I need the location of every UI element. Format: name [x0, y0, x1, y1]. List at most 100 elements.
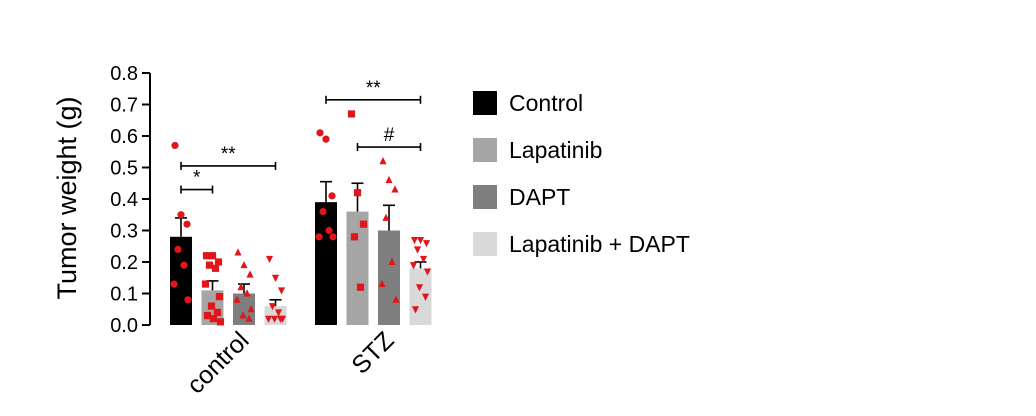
y-tick-label: 0.7 [110, 95, 138, 117]
data-point-circle [177, 211, 185, 219]
data-point-triangle [382, 213, 390, 221]
data-point-square [347, 110, 356, 118]
y-tick-label: 0.2 [110, 252, 138, 274]
data-points [170, 110, 432, 326]
data-point-triangle [379, 157, 387, 165]
y-axis: 0.0 0.1 0.2 0.3 0.4 0.5 0.6 0.7 0.8 [110, 63, 151, 337]
data-point-square [350, 233, 359, 241]
data-point-circle [174, 245, 182, 253]
data-point-square [216, 318, 225, 326]
data-point-square [214, 258, 223, 266]
data-point-triangle [392, 295, 400, 303]
bar-1-2 [378, 230, 400, 325]
data-point-circle [319, 208, 327, 216]
x-category-label: STZ [346, 326, 399, 379]
data-point-circle [184, 296, 192, 304]
data-point-triangle-down [268, 303, 277, 311]
data-point-square [201, 280, 210, 288]
data-point-square [207, 302, 216, 310]
data-point-circle [315, 233, 323, 241]
y-tick-label: 0.1 [110, 284, 138, 306]
data-point-triangle [391, 185, 399, 193]
data-point-square [353, 189, 362, 197]
data-point-triangle-down [410, 236, 419, 245]
data-point-triangle [239, 311, 247, 319]
data-point-square [203, 311, 212, 320]
sig-label: ** [366, 78, 381, 99]
y-tick-label: 0.6 [110, 126, 138, 148]
legend-swatch [473, 185, 497, 209]
data-point-square [209, 315, 218, 323]
data-point-triangle [246, 270, 254, 278]
data-point-triangle-down [421, 293, 430, 301]
data-point-square [205, 261, 214, 269]
bar-1-1 [346, 211, 369, 325]
data-point-triangle [378, 279, 386, 288]
data-point-triangle-down [423, 268, 432, 276]
data-point-triangle-down [264, 315, 273, 323]
data-point-triangle-down [413, 246, 422, 254]
data-point-square [356, 283, 365, 291]
sig-label: * [193, 168, 201, 189]
data-point-triangle-down [271, 274, 280, 282]
bar-1-0 [315, 202, 337, 325]
legend-label: Lapatinib [509, 137, 602, 163]
data-point-triangle [245, 314, 253, 322]
data-point-square [359, 220, 368, 228]
data-point-square [211, 264, 220, 272]
data-point-circle [328, 192, 336, 200]
bar-1-3 [409, 268, 432, 325]
data-point-circle [180, 261, 188, 269]
data-point-square [202, 252, 211, 260]
x-category-label: control [182, 326, 255, 399]
legend-label: Lapatinib + DAPT [509, 231, 690, 257]
data-point-triangle-down [274, 309, 283, 317]
data-point-triangle-down [419, 255, 428, 264]
data-point-triangle-down [277, 287, 286, 295]
data-point-triangle [243, 289, 251, 297]
data-point-triangle-down [422, 240, 431, 248]
data-point-triangle [240, 260, 248, 269]
y-tick-label: 0.0 [110, 315, 138, 337]
significance-brackets: *****# [180, 78, 422, 194]
data-point-triangle [247, 305, 255, 313]
data-point-triangle [388, 257, 396, 265]
y-tick-label: 0.5 [110, 158, 138, 180]
y-tick-label: 0.8 [110, 63, 138, 85]
legend-swatch [473, 91, 497, 115]
data-point-square [208, 252, 217, 260]
legend-label: DAPT [509, 184, 570, 210]
data-point-circle [325, 226, 333, 235]
bar-0-3 [264, 306, 287, 325]
data-point-triangle-down [276, 315, 285, 323]
y-tick-label: 0.3 [110, 221, 138, 243]
data-point-triangle-down [265, 255, 274, 264]
data-point-triangle-down [416, 236, 425, 245]
sig-label: ** [221, 144, 236, 165]
data-point-square [213, 308, 222, 316]
data-point-circle [183, 220, 191, 228]
y-axis-title: Tumor weight (g) [52, 96, 82, 299]
data-point-circle [329, 233, 337, 241]
data-point-circle [322, 135, 330, 143]
data-point-circle [316, 129, 324, 137]
data-point-triangle-down [415, 284, 424, 292]
legend-swatch [473, 138, 497, 162]
data-point-triangle-down [270, 315, 279, 323]
data-point-circle [170, 280, 178, 288]
data-point-triangle [233, 295, 241, 303]
legend: Control Lapatinib DAPT Lapatinib + DAPT [473, 90, 690, 257]
x-axis-labels: control STZ [182, 326, 400, 399]
error-bars [175, 180, 427, 307]
legend-swatch [473, 232, 497, 256]
legend-label: Control [509, 90, 583, 116]
data-point-square [215, 293, 224, 301]
sig-label: # [384, 125, 395, 146]
data-point-triangle [237, 283, 245, 291]
data-point-circle [171, 141, 179, 150]
data-point-triangle [385, 175, 393, 184]
data-point-triangle-down [411, 306, 420, 314]
data-point-triangle [234, 248, 242, 256]
data-point-triangle-down [409, 262, 418, 270]
